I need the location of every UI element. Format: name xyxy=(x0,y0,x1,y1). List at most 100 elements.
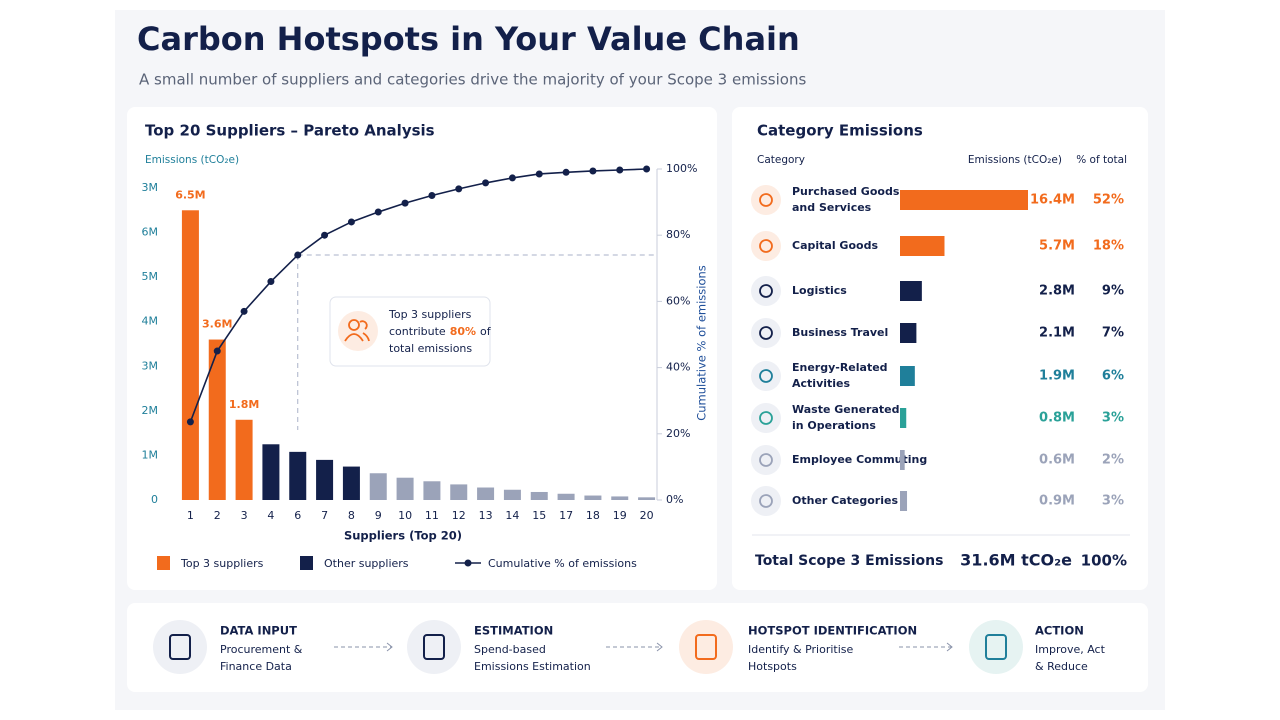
x-tick-label: 19 xyxy=(613,509,627,522)
category-bar xyxy=(900,190,1028,210)
category-pct: 18% xyxy=(1093,239,1124,254)
step-text: Spend-based xyxy=(474,643,546,656)
bar xyxy=(611,496,629,500)
step-text: Hotspots xyxy=(748,660,797,673)
column-header: Category xyxy=(757,154,805,166)
step-icon-glyph xyxy=(423,634,445,660)
category-value: 5.7M xyxy=(1039,239,1075,254)
category-name: Activities xyxy=(792,377,850,390)
category-card xyxy=(732,107,1148,590)
bar xyxy=(369,473,387,500)
annotation-icon xyxy=(344,320,370,342)
bar-value-label: 3.6M xyxy=(202,318,232,331)
step-title: ESTIMATION xyxy=(474,624,553,638)
bar-value-label: 6.5M xyxy=(175,188,205,201)
y-tick-label: 4M xyxy=(142,315,159,328)
cumulative-line xyxy=(189,168,647,423)
category-icon-glyph xyxy=(759,284,773,298)
step-text: Identify & Prioritise xyxy=(748,643,854,656)
category-pct: 9% xyxy=(1102,284,1124,299)
category-bar xyxy=(900,408,907,428)
legend-label: Other suppliers xyxy=(324,557,409,570)
cumulative-point xyxy=(294,251,302,259)
annotation-box xyxy=(329,296,491,367)
annotation-text: of xyxy=(480,325,492,338)
category-name: and Services xyxy=(792,201,872,214)
category-name: Waste Generated xyxy=(792,403,899,416)
bar xyxy=(235,419,253,500)
bar xyxy=(423,481,441,500)
cumulative-point xyxy=(643,165,651,173)
step-icon-glyph xyxy=(985,634,1007,660)
cumulative-point xyxy=(535,170,543,178)
category-icon xyxy=(751,361,781,391)
x-tick-label: 15 xyxy=(532,509,546,522)
category-value: 0.6M xyxy=(1039,453,1075,468)
category-value: 0.9M xyxy=(1039,494,1075,509)
cumulative-point xyxy=(508,174,516,182)
step-arrowhead xyxy=(946,642,953,652)
category-bar xyxy=(900,323,917,343)
x-tick-label: 12 xyxy=(452,509,466,522)
annotation-icon xyxy=(338,311,378,351)
step-text: & Reduce xyxy=(1035,660,1088,673)
annotation-guide xyxy=(297,254,657,430)
page-subtitle: A small number of suppliers and categori… xyxy=(139,71,806,89)
total-pct: 100% xyxy=(1081,552,1127,570)
x-tick-label: 13 xyxy=(479,509,493,522)
step-icon xyxy=(679,620,733,674)
cumulative-point xyxy=(616,166,624,174)
y-tick-label: 1M xyxy=(142,448,159,461)
pareto-title: Top 20 Suppliers – Pareto Analysis xyxy=(145,122,435,140)
step-text: Improve, Act xyxy=(1035,643,1106,656)
total-value: 31.6M tCO₂e xyxy=(960,551,1072,570)
category-name: in Operations xyxy=(792,419,876,432)
bar xyxy=(396,477,414,500)
cumulative-point xyxy=(321,231,329,239)
category-name: Other Categories xyxy=(792,494,898,507)
bar xyxy=(557,493,575,500)
y-tick-label: 6M xyxy=(142,226,159,239)
bar xyxy=(503,489,521,500)
step-icon-glyph xyxy=(169,634,191,660)
legend-swatch xyxy=(157,556,170,570)
step-icon xyxy=(969,620,1023,674)
y-tick-label: 0 xyxy=(151,493,158,506)
category-value: 1.9M xyxy=(1039,369,1075,384)
y-tick-label: 5M xyxy=(142,270,159,283)
step-text: Emissions Estimation xyxy=(474,660,591,673)
step-icon xyxy=(153,620,207,674)
step-arrowhead xyxy=(656,642,663,652)
x-tick-label: 14 xyxy=(505,509,519,522)
step-icon-glyph xyxy=(695,634,717,660)
category-bar xyxy=(900,236,945,256)
cumulative-point xyxy=(213,347,221,355)
category-icon xyxy=(751,276,781,306)
bar xyxy=(289,451,307,500)
category-name: Employee Commuting xyxy=(792,453,927,466)
cumulative-point xyxy=(347,218,355,226)
bar xyxy=(638,497,656,500)
page-title: Carbon Hotspots in Your Value Chain xyxy=(137,20,800,58)
bar xyxy=(316,459,334,500)
category-name: Energy-Related xyxy=(792,361,888,374)
step-title: ACTION xyxy=(1035,624,1084,638)
y2-axis-label: Cumulative % of emissions xyxy=(695,265,709,421)
cumulative-point xyxy=(589,167,597,175)
cumulative-point xyxy=(240,307,248,315)
annotation-text: Top 3 suppliers xyxy=(388,308,472,321)
annotation-text: contribute xyxy=(389,325,446,338)
category-name: Capital Goods xyxy=(792,239,878,252)
category-pct: 6% xyxy=(1102,369,1124,384)
cumulative-point xyxy=(374,208,382,216)
category-pct: 3% xyxy=(1102,411,1124,426)
category-pct: 52% xyxy=(1093,193,1124,208)
category-icon-glyph xyxy=(759,411,773,425)
bar xyxy=(181,210,199,501)
bar xyxy=(584,495,602,500)
x-tick-label: 17 xyxy=(559,509,573,522)
y2-tick-label: 80% xyxy=(666,228,690,241)
cumulative-point xyxy=(401,199,409,207)
step-title: DATA INPUT xyxy=(220,624,297,638)
